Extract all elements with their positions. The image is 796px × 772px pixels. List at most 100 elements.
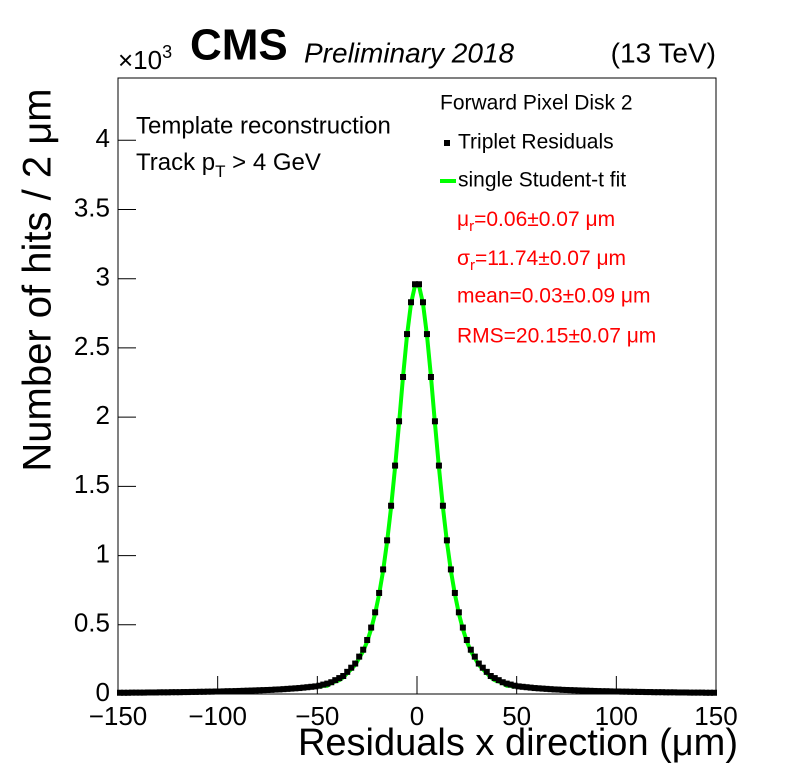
data-point xyxy=(567,687,574,694)
data-point xyxy=(128,689,135,696)
data-point xyxy=(144,689,151,696)
data-point xyxy=(695,689,702,696)
data-point xyxy=(659,689,666,696)
y-tick-label: 0 xyxy=(96,677,110,707)
data-point xyxy=(204,688,211,695)
data-point xyxy=(168,689,175,696)
data-point xyxy=(212,688,219,695)
data-point xyxy=(136,689,143,696)
data-point xyxy=(148,689,155,696)
data-point xyxy=(711,689,718,696)
data-point xyxy=(599,688,606,695)
data-point xyxy=(459,624,466,631)
y-tick-label: 3 xyxy=(96,262,110,292)
data-point xyxy=(280,686,287,693)
data-point xyxy=(120,689,127,696)
data-point xyxy=(563,686,570,693)
fit-result: σr=11.74±0.07 μm xyxy=(457,247,626,274)
data-point xyxy=(180,689,187,696)
data-point xyxy=(300,684,307,691)
data-point xyxy=(547,686,554,693)
data-point xyxy=(336,675,343,682)
fit-text: =0.06±0.07 μm xyxy=(474,208,615,231)
annotation: Template reconstruction xyxy=(136,112,391,139)
data-point xyxy=(316,682,323,689)
data-point xyxy=(256,687,263,694)
data-point xyxy=(587,687,594,694)
data-point xyxy=(471,653,478,660)
data-point xyxy=(431,418,438,425)
chart-subtitle: Preliminary 2018 xyxy=(304,37,515,68)
data-point xyxy=(200,688,207,695)
data-point xyxy=(603,688,610,695)
data-point xyxy=(703,689,710,696)
data-point xyxy=(240,687,247,694)
y-tick-label: 2.5 xyxy=(74,331,110,361)
data-point xyxy=(495,677,502,684)
data-point xyxy=(268,686,275,693)
data-point xyxy=(487,673,494,680)
y-tick-label: 3.5 xyxy=(74,192,110,222)
data-point xyxy=(288,685,295,692)
data-point xyxy=(663,689,670,696)
data-point xyxy=(284,685,291,692)
data-point xyxy=(479,664,486,671)
data-point xyxy=(655,689,662,696)
data-point xyxy=(419,299,426,306)
data-point xyxy=(352,660,359,667)
data-point xyxy=(691,689,698,696)
data-point xyxy=(172,689,179,696)
data-point xyxy=(503,680,510,687)
data-point xyxy=(539,685,546,692)
data-point xyxy=(216,688,223,695)
data-point xyxy=(228,688,235,695)
data-point xyxy=(619,688,626,695)
y-tick-label: 2 xyxy=(96,400,110,430)
data-point xyxy=(388,502,395,509)
data-point xyxy=(260,687,267,694)
legend-title: Forward Pixel Disk 2 xyxy=(440,92,633,115)
fit-text: =11.74±0.07 μm xyxy=(475,247,626,270)
fit-sub: r xyxy=(470,257,475,274)
data-point xyxy=(344,668,351,675)
data-point xyxy=(364,637,371,644)
data-point xyxy=(463,637,470,644)
data-point xyxy=(248,687,255,694)
data-point xyxy=(208,688,215,695)
data-point xyxy=(579,687,586,694)
data-point xyxy=(583,687,590,694)
data-point xyxy=(404,331,411,338)
data-point xyxy=(639,688,646,695)
data-point xyxy=(396,418,403,425)
data-point xyxy=(324,680,331,687)
data-point xyxy=(132,689,139,696)
data-point xyxy=(116,689,123,696)
data-point xyxy=(595,688,602,695)
legend-label: single Student-t fit xyxy=(458,169,626,192)
data-point xyxy=(475,660,482,667)
data-point xyxy=(571,687,578,694)
data-point xyxy=(232,688,239,695)
energy-label: (13 TeV) xyxy=(611,37,716,68)
data-point xyxy=(308,683,315,690)
data-point xyxy=(296,685,303,692)
x-tick-label: 150 xyxy=(694,701,737,731)
data-point xyxy=(320,681,327,688)
data-point xyxy=(651,689,658,696)
data-point xyxy=(439,502,446,509)
data-point xyxy=(423,331,430,338)
data-point xyxy=(543,685,550,692)
data-point xyxy=(687,689,694,696)
x-tick-label: 100 xyxy=(595,701,638,731)
data-point xyxy=(292,685,299,692)
y-axis-label: Number of hits / 2 μm xyxy=(16,88,60,471)
data-point xyxy=(328,679,335,686)
data-point xyxy=(699,689,706,696)
data-point xyxy=(555,686,562,693)
data-point xyxy=(667,689,674,696)
data-point xyxy=(392,462,399,469)
data-point xyxy=(412,281,419,288)
annotation-text: Track p xyxy=(136,149,215,176)
